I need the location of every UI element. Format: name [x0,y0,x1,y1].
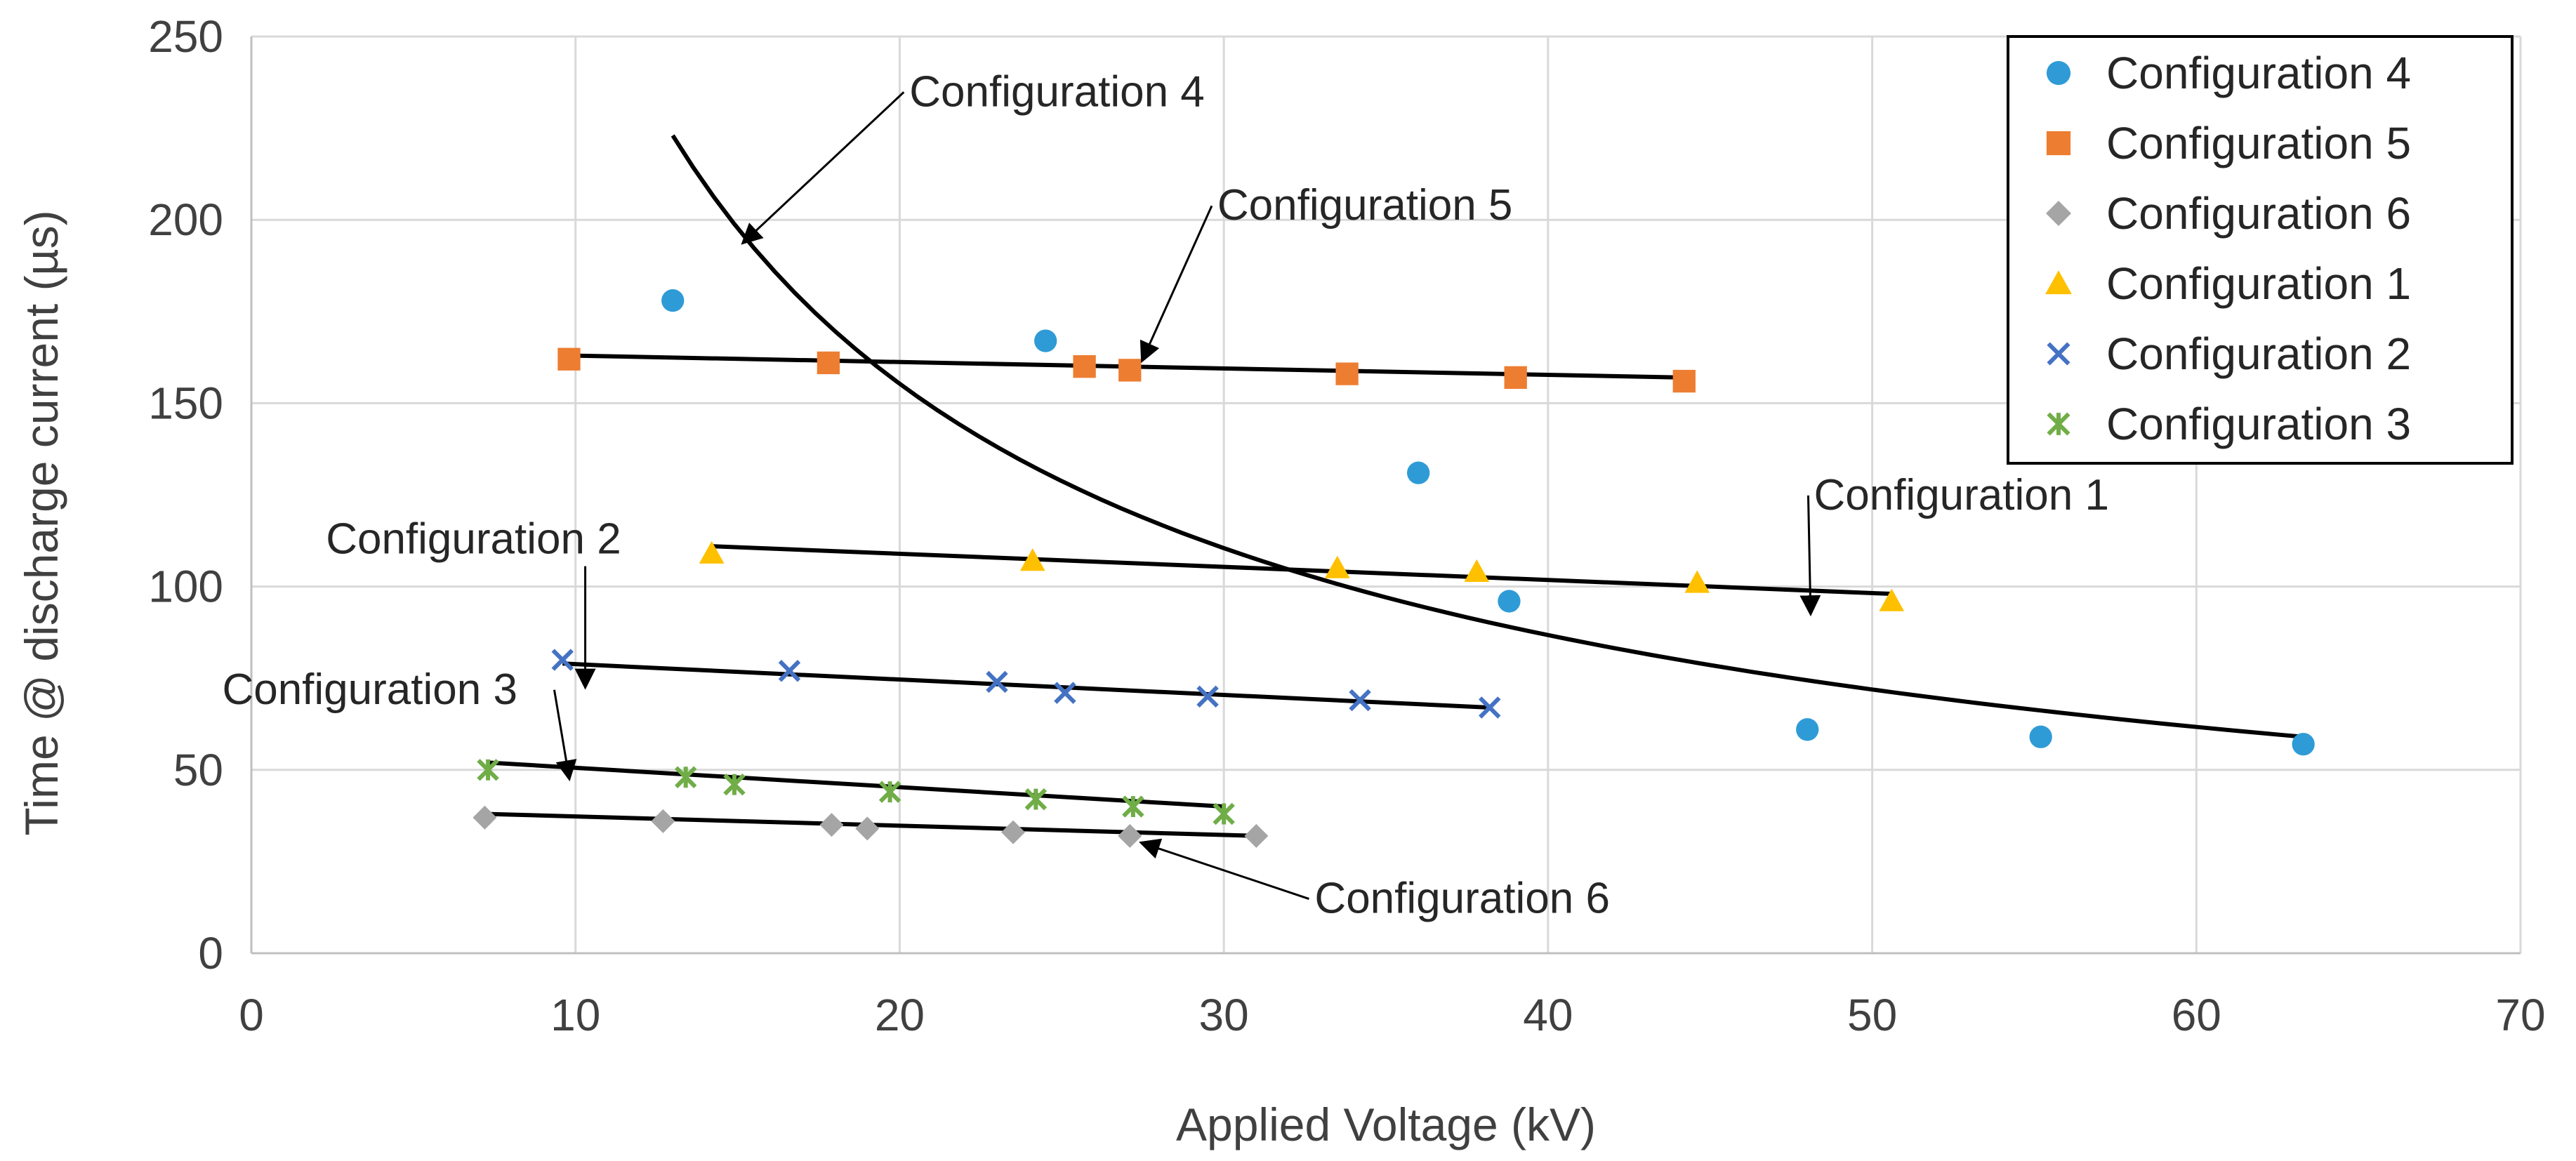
y-tick-label: 0 [198,928,223,978]
legend-box [2007,35,2514,465]
point-configuration-1 [1684,570,1710,593]
annotation-label-configuration-6: Configuration 6 [1314,875,1610,923]
x-tick-label: 70 [2495,990,2545,1040]
point-configuration-2 [1054,682,1076,704]
series-configuration-3 [477,759,1235,825]
point-configuration-2 [1479,696,1501,719]
x-axis-title: Applied Voltage (kV) [1176,1099,1596,1150]
legend-marker-configuration-3 [2047,412,2070,436]
legend-marker-configuration-6 [2046,201,2071,226]
point-configuration-6 [1244,823,1269,848]
x-tick-label: 10 [550,990,600,1040]
point-configuration-3 [1024,788,1048,811]
point-configuration-2 [986,670,1008,694]
annotation-arrow-configuration-3 [553,689,577,782]
trendline-configuration-2 [562,661,1490,710]
point-configuration-5 [1335,362,1359,385]
series-configuration-6 [473,805,1269,848]
series-configuration-4 [661,288,2315,756]
point-configuration-2 [778,660,801,682]
point-configuration-6 [473,805,497,830]
x-tick-label: 50 [1847,990,1897,1040]
point-configuration-2 [551,649,574,671]
point-configuration-3 [477,759,499,781]
point-configuration-6 [651,809,675,833]
annotation-label-configuration-5: Configuration 5 [1217,181,1513,230]
y-tick-label: 250 [148,11,223,62]
point-configuration-4 [2292,733,2315,756]
point-configuration-6 [855,816,880,841]
point-configuration-5 [1118,359,1142,382]
legend-label-configuration-3: Configuration 3 [2106,399,2411,449]
point-configuration-3 [1213,802,1235,825]
point-configuration-3 [674,766,697,788]
legend-marker-configuration-2 [2047,342,2070,366]
point-configuration-4 [1796,718,1819,741]
point-configuration-3 [723,773,746,796]
point-configuration-3 [1122,795,1144,818]
point-configuration-1 [1464,559,1490,582]
point-configuration-4 [661,288,685,312]
annotation-arrow-configuration-5 [1140,205,1213,364]
point-configuration-4 [1407,461,1430,484]
point-configuration-5 [557,347,581,371]
x-tick-label: 40 [1523,990,1573,1040]
x-tick-label: 20 [875,990,925,1040]
axes: 0 10 20 30 40 50 60 70 0 50 100 150 200 250 [148,11,2545,1040]
data-points [473,288,2315,848]
point-configuration-5 [1504,366,1527,389]
point-configuration-4 [1034,329,1057,352]
series-configuration-2 [551,649,1501,719]
point-configuration-5 [1672,369,1696,393]
legend: Configuration 4 Configuration 5 Configurat… [2007,35,2514,465]
annotation-label-configuration-3: Configuration 3 [222,665,517,714]
legend-label-configuration-1: Configuration 1 [2106,258,2411,309]
point-configuration-1 [1324,555,1350,578]
legend-label-configuration-6: Configuration 6 [2106,188,2411,239]
x-tick-label: 30 [1199,990,1249,1040]
legend-marker-configuration-5 [2046,131,2071,156]
series-configuration-5 [557,347,1696,393]
annotations: Configuration 4 Configuration 5 Configurat… [222,67,2109,922]
annotation-arrow-configuration-4 [741,91,905,245]
point-configuration-4 [2029,725,2052,748]
point-configuration-6 [1118,823,1142,848]
x-tick-label: 0 [239,990,264,1040]
point-configuration-3 [878,781,901,803]
legend-marker-configuration-1 [2045,270,2072,295]
point-configuration-1 [1019,548,1045,571]
legend-label-configuration-2: Configuration 2 [2106,329,2411,379]
point-configuration-2 [1196,685,1219,708]
y-tick-label: 100 [148,562,223,612]
annotation-label-configuration-1: Configuration 1 [1814,471,2109,519]
trendline-configuration-4 [671,134,2304,739]
point-configuration-5 [1073,355,1096,378]
trendline-configuration-3 [487,760,1224,809]
legend-label-configuration-5: Configuration 5 [2106,118,2411,168]
y-tick-label: 200 [148,194,223,245]
point-configuration-2 [1349,689,1371,712]
point-configuration-4 [1498,590,1521,613]
y-tick-label: 50 [173,745,223,795]
point-configuration-6 [1001,820,1026,844]
point-configuration-6 [819,813,844,837]
legend-marker-configuration-4 [2046,60,2071,86]
y-tick-label: 150 [148,378,223,428]
series-configuration-1 [699,540,1905,611]
legend-label-configuration-4: Configuration 4 [2106,48,2411,98]
annotation-arrow-configuration-6 [1139,838,1309,900]
annotation-arrow-configuration-1 [1799,495,1821,617]
point-configuration-1 [699,540,725,564]
annotation-label-configuration-2: Configuration 2 [326,515,621,564]
point-configuration-5 [817,351,840,375]
x-tick-label: 60 [2172,990,2221,1040]
y-axis-title: Time @ discharge current (µs) [15,210,67,835]
annotation-label-configuration-4: Configuration 4 [909,67,1205,116]
point-configuration-1 [1879,588,1905,611]
